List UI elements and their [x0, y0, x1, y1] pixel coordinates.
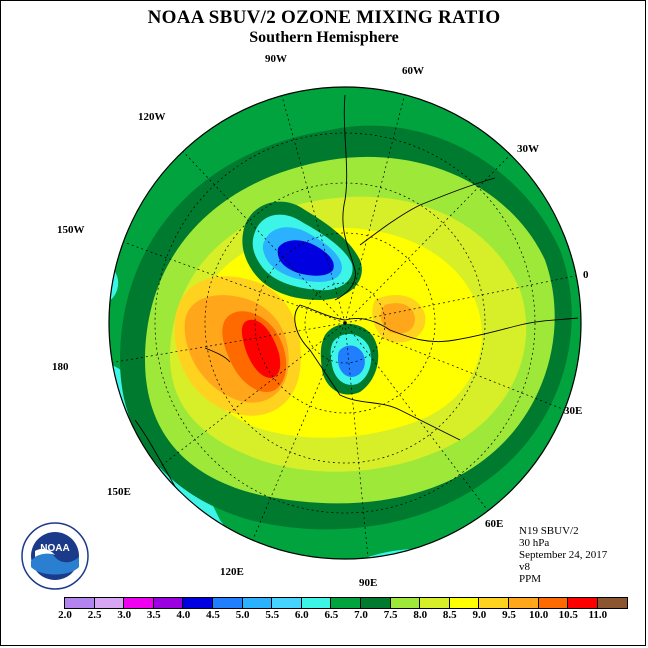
lon-label: 60W: [402, 65, 424, 77]
color-scale-label: 4.0: [176, 609, 191, 621]
logo-text: NOAA: [40, 543, 69, 554]
color-scale-label: 5.5: [265, 609, 280, 621]
color-swatch: [272, 598, 302, 608]
color-scale-label: 3.5: [146, 609, 161, 621]
color-swatch: [360, 598, 391, 608]
lon-label: 120E: [220, 566, 244, 578]
color-swatch: [94, 598, 125, 608]
lon-label: 120W: [138, 111, 166, 123]
lon-label: 0: [583, 269, 589, 281]
color-scale-label: 7.0: [354, 609, 368, 621]
color-swatch: [449, 598, 480, 608]
lon-label: 150W: [57, 224, 85, 236]
color-swatch: [301, 598, 332, 608]
map-subtitle: Southern Hemisphere: [249, 29, 399, 46]
color-swatch: [153, 598, 184, 608]
map-boundary: [108, 86, 582, 560]
color-swatch: [124, 598, 154, 608]
color-scale-label: 11.0: [588, 609, 608, 621]
lon-label: 30W: [517, 143, 539, 155]
color-scale-label: 10.0: [528, 609, 549, 621]
map-title: NOAA SBUV/2 OZONE MIXING RATIO: [147, 7, 501, 28]
lon-label: 90W: [265, 53, 287, 65]
color-scale-label: 6.0: [294, 609, 309, 621]
color-swatch: [331, 598, 361, 608]
color-swatch: [538, 598, 569, 608]
color-swatch: [597, 598, 628, 608]
color-swatch: [420, 598, 450, 608]
color-scale-label: 4.5: [206, 609, 220, 621]
color-scale-label: 3.0: [117, 609, 132, 621]
ozone-field: [109, 87, 581, 559]
color-scale-label: 8.0: [413, 609, 428, 621]
lon-label: 30E: [564, 405, 582, 417]
info-date: September 24, 2017: [519, 549, 608, 561]
color-swatch: [183, 598, 213, 608]
noaa-logo: NOAA: [20, 521, 90, 596]
lon-label: 180: [52, 361, 69, 373]
color-scale-label: 6.5: [324, 609, 339, 621]
color-scale-label: 7.5: [383, 609, 398, 621]
color-scale-label: 8.5: [442, 609, 457, 621]
color-scale-label: 2.5: [87, 609, 102, 621]
info-units: PPM: [519, 573, 542, 585]
color-swatch: [212, 598, 243, 608]
color-swatch: [390, 598, 421, 608]
color-swatch: [568, 598, 598, 608]
color-scale-label: 10.5: [558, 609, 578, 621]
color-swatch: [479, 598, 509, 608]
color-scale-label: 9.5: [502, 609, 516, 621]
info-satellite: N19 SBUV/2: [519, 525, 579, 537]
lon-label: 150E: [107, 486, 131, 498]
color-swatch: [65, 598, 95, 608]
color-scale-labels: 2.0 2.5 3.0 3.5 4.0 4.5 5.0 5.5 6.0 6.5 7.0 7.5 8.0 8…: [0, 609, 648, 623]
color-scale-label: 2.0: [58, 609, 72, 621]
info-level: 30 hPa: [519, 537, 550, 549]
color-scale-label: 9.0: [472, 609, 487, 621]
graticule: [109, 87, 581, 559]
lon-label: 60E: [485, 518, 503, 530]
info-block: N19 SBUV/2 30 hPa September 24, 2017 v8 …: [519, 525, 607, 585]
info-version: v8: [519, 561, 530, 573]
color-scale-label: 5.0: [235, 609, 250, 621]
color-swatch: [242, 598, 273, 608]
color-swatch: [508, 598, 539, 608]
color-scale-bar: [64, 597, 629, 609]
longitude-labels: 90W 60W 120W 30W 150W 0 180 30E 150E 60E…: [52, 53, 589, 589]
lon-label: 90E: [359, 577, 377, 589]
